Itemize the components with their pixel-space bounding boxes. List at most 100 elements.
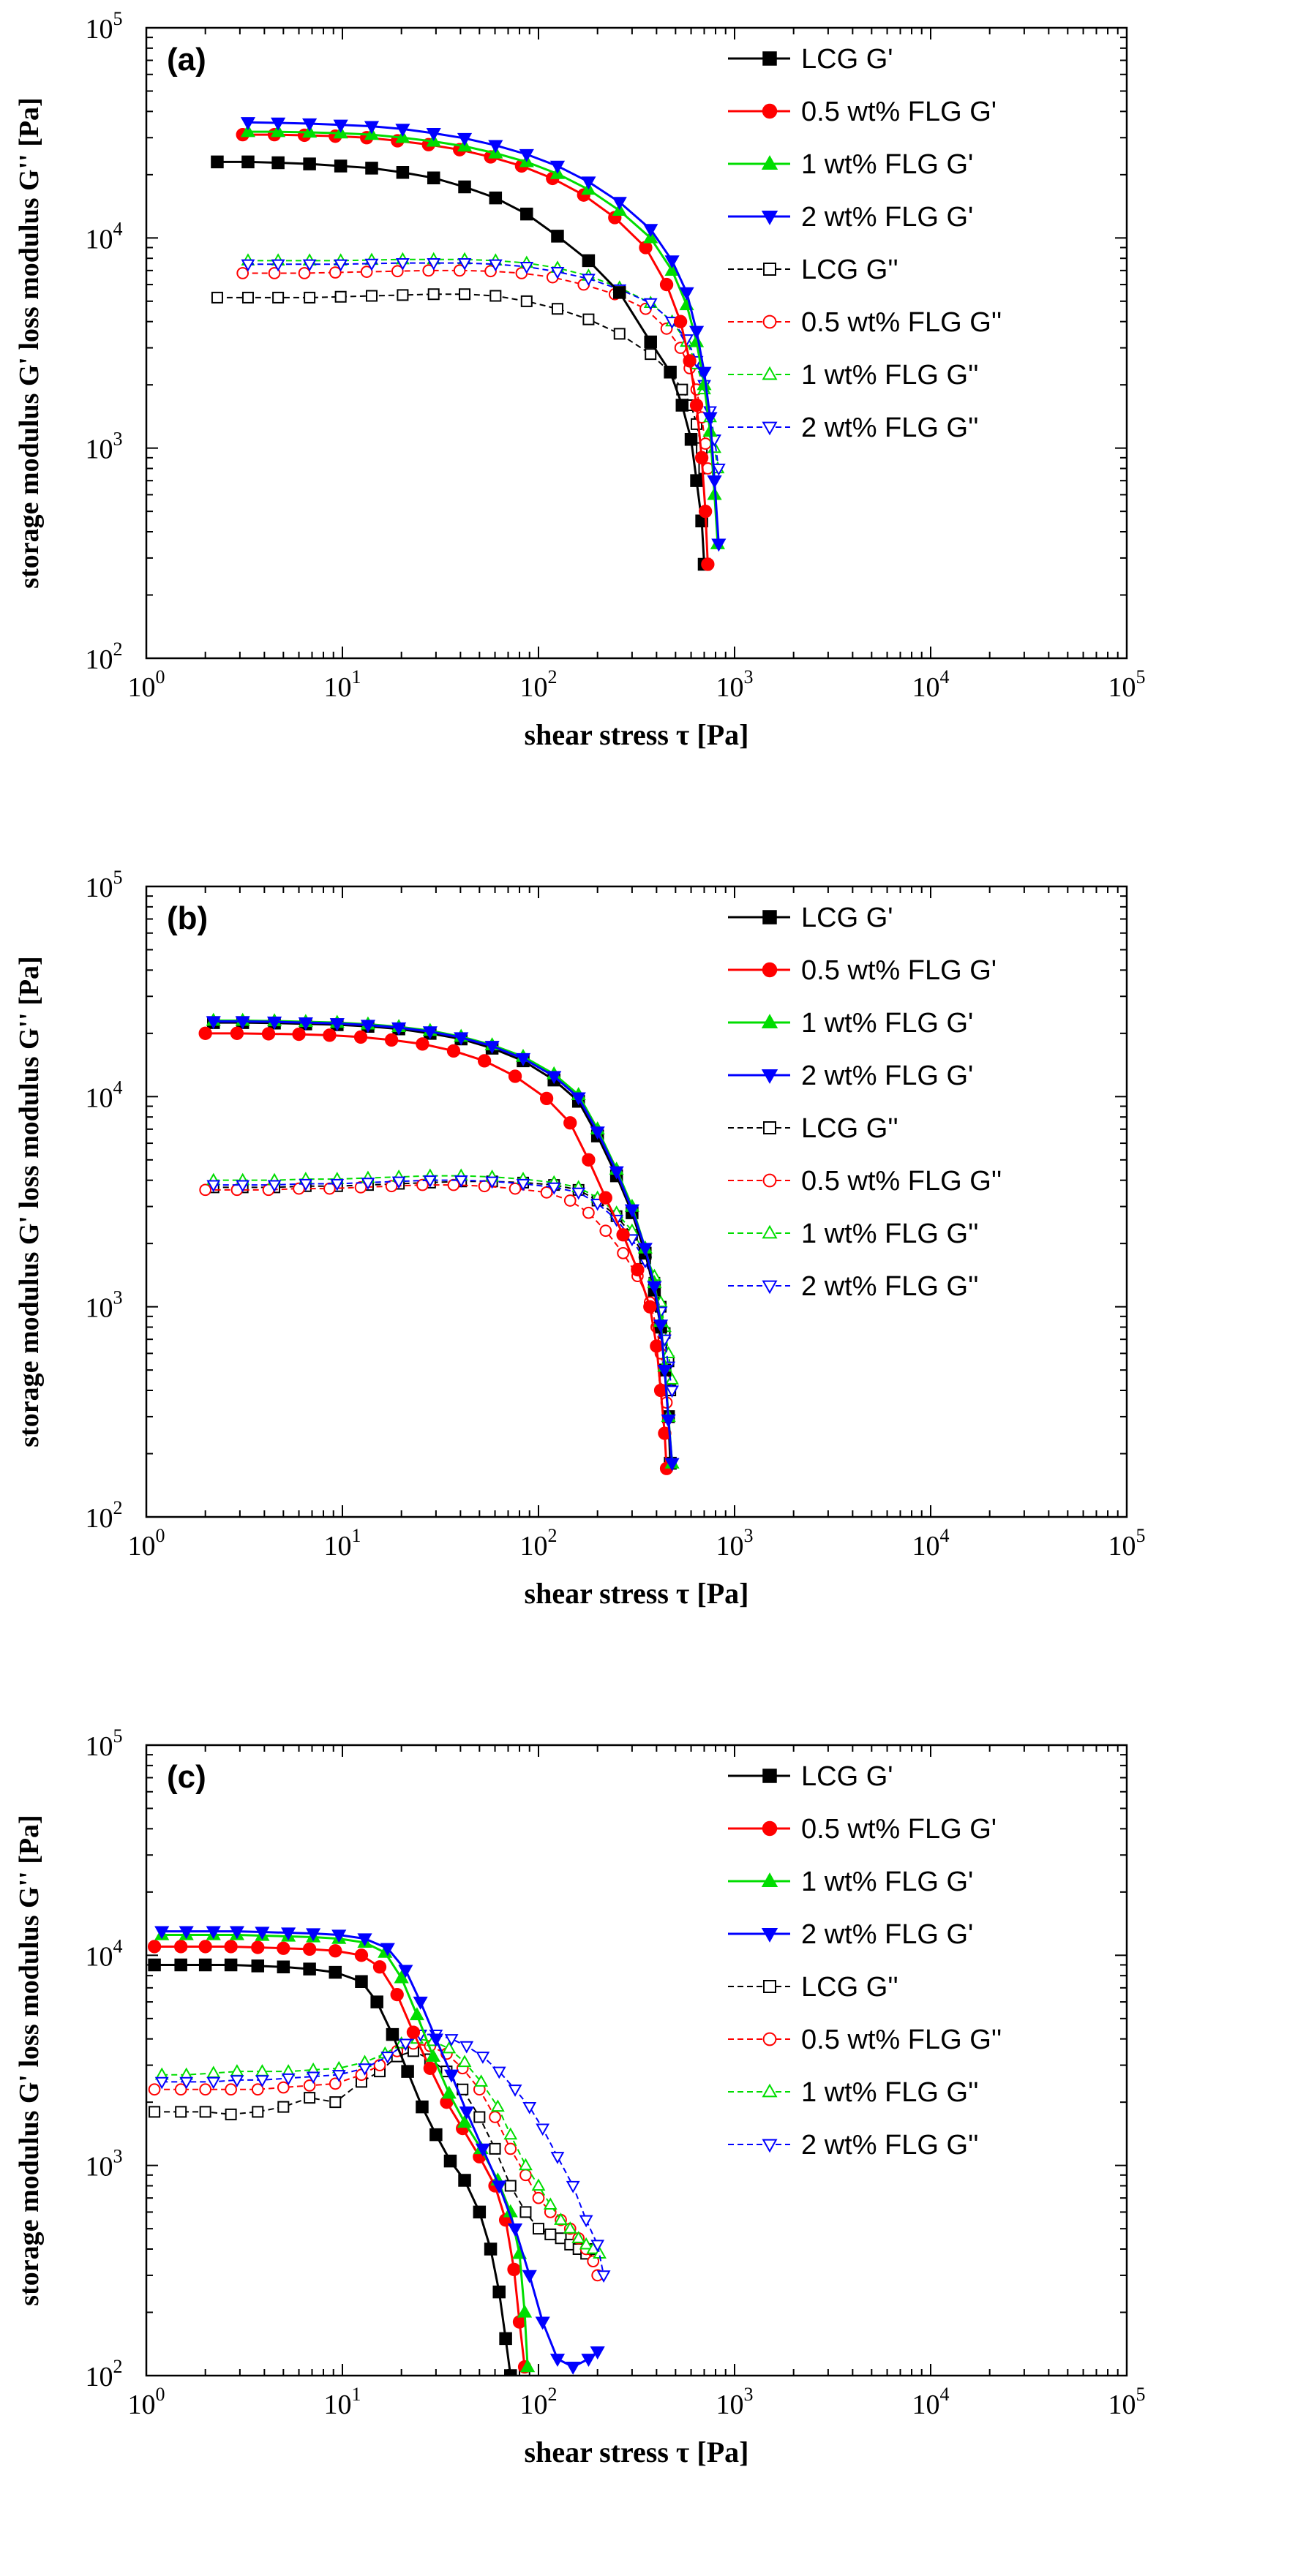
data-point: [329, 2096, 342, 2109]
data-point: [489, 2142, 501, 2155]
data-point: [391, 1022, 407, 1036]
data-point: [277, 1941, 290, 1955]
legend-label: LCG G': [801, 903, 893, 933]
data-point: [333, 119, 348, 133]
data-point: [549, 160, 566, 174]
data-point: [147, 1940, 162, 1954]
x-tick-label: 101: [324, 2384, 361, 2420]
data-point: [372, 1960, 387, 1974]
data-point: [563, 2221, 577, 2234]
data-point: [582, 313, 595, 325]
data-point: [240, 117, 256, 130]
series-line: [213, 1019, 674, 1464]
data-point: [609, 1166, 624, 1180]
data-point: [458, 2174, 471, 2187]
series-line: [217, 160, 705, 565]
data-point: [303, 157, 316, 170]
data-point: [532, 2191, 545, 2204]
data-point: [251, 2083, 264, 2096]
data-point: [442, 2041, 457, 2054]
series-1-wt-flg-g-: [206, 1012, 680, 1469]
data-point: [224, 1940, 238, 1954]
data-point: [174, 1940, 188, 1954]
legend-item: 0.5 wt% FLG G'': [728, 307, 1002, 338]
data-point: [508, 1182, 522, 1195]
data-point: [473, 2111, 486, 2123]
legend-marker: [761, 155, 778, 170]
data-point: [485, 1176, 500, 1189]
legend-item: 2 wt% FLG G'': [728, 1271, 979, 1302]
series-0-5-wt-flg-g-: [236, 127, 715, 571]
data-point: [459, 2106, 474, 2120]
legend-item: 1 wt% FLG G'': [728, 360, 979, 391]
series-lcg-g-: [207, 1175, 677, 1397]
data-point: [617, 1246, 629, 1259]
data-point: [631, 1262, 645, 1277]
data-point: [484, 265, 497, 278]
data-point: [616, 1228, 630, 1242]
series-lcg-g-: [148, 1958, 517, 2376]
legend-item: 0.5 wt% FLG G': [728, 97, 997, 127]
data-point: [395, 257, 410, 271]
data-point: [550, 267, 565, 279]
data-point: [422, 264, 435, 277]
chart-panel-1: 100 101 102 103 104 105 102 103 104 105 shear stre…: [14, 8, 1146, 751]
data-point: [252, 2106, 264, 2118]
legend-label: 2 wt% FLG G'': [801, 413, 979, 443]
legend-label: 1 wt% FLG G'': [801, 360, 979, 391]
series-lcg-g-: [211, 155, 711, 571]
data-point: [457, 132, 473, 146]
data-point: [398, 2038, 413, 2052]
y-axis-label: storage modulus G' loss modulus G'' [Pa]: [14, 956, 45, 1447]
x-tick-label: 100: [128, 666, 165, 703]
data-point: [519, 148, 534, 162]
legend-item: 1 wt% FLG G': [728, 1867, 973, 1897]
data-point: [581, 2354, 596, 2367]
data-point: [330, 1178, 345, 1191]
data-point: [358, 2063, 372, 2076]
data-point: [230, 2064, 244, 2076]
data-point: [489, 290, 502, 302]
data-point: [519, 2169, 532, 2182]
y-tick-label: 105: [86, 1725, 123, 1762]
y-tick-label: 103: [86, 1287, 123, 1324]
y-tick-label: 102: [86, 1497, 123, 1534]
data-point: [268, 267, 281, 279]
data-point: [447, 1178, 460, 1191]
data-point: [566, 2361, 581, 2375]
series-1-wt-flg-g-: [241, 252, 725, 474]
series-line: [213, 1180, 672, 1391]
series-0-5-wt-flg-g-: [199, 1178, 673, 1409]
data-point: [281, 2073, 296, 2086]
data-point: [329, 1944, 342, 1958]
legend-item: LCG G'': [728, 255, 898, 285]
legend-item: 2 wt% FLG G': [728, 202, 973, 233]
series-2-wt-flg-g-: [241, 257, 726, 476]
data-point: [416, 1178, 429, 1191]
legend-marker: [762, 1173, 777, 1188]
series-line: [213, 1020, 674, 1464]
series-line: [162, 1933, 529, 2368]
legend-marker: [761, 211, 778, 225]
data-point: [331, 2070, 346, 2082]
series-2-wt-flg-g-: [154, 1926, 605, 2375]
data-point: [241, 291, 254, 304]
data-point: [571, 1092, 586, 1106]
data-point: [566, 2180, 580, 2193]
data-point: [504, 2142, 517, 2155]
data-point: [520, 207, 533, 221]
data-point: [240, 124, 256, 138]
y-tick-label: 103: [86, 2146, 123, 2183]
data-point: [554, 2212, 568, 2225]
series-lcg-g-: [207, 1016, 677, 1470]
legend-marker: [762, 1280, 778, 1295]
data-point: [370, 1995, 383, 2008]
x-tick-label: 105: [1108, 666, 1146, 703]
data-point: [149, 2106, 161, 2118]
y-axis-label: storage modulus G' loss modulus G'' [Pa]: [14, 1815, 45, 2305]
data-point: [507, 2223, 523, 2237]
data-point: [277, 2081, 290, 2094]
data-point: [522, 2270, 537, 2283]
data-point: [334, 290, 347, 303]
data-point: [174, 1958, 187, 1972]
